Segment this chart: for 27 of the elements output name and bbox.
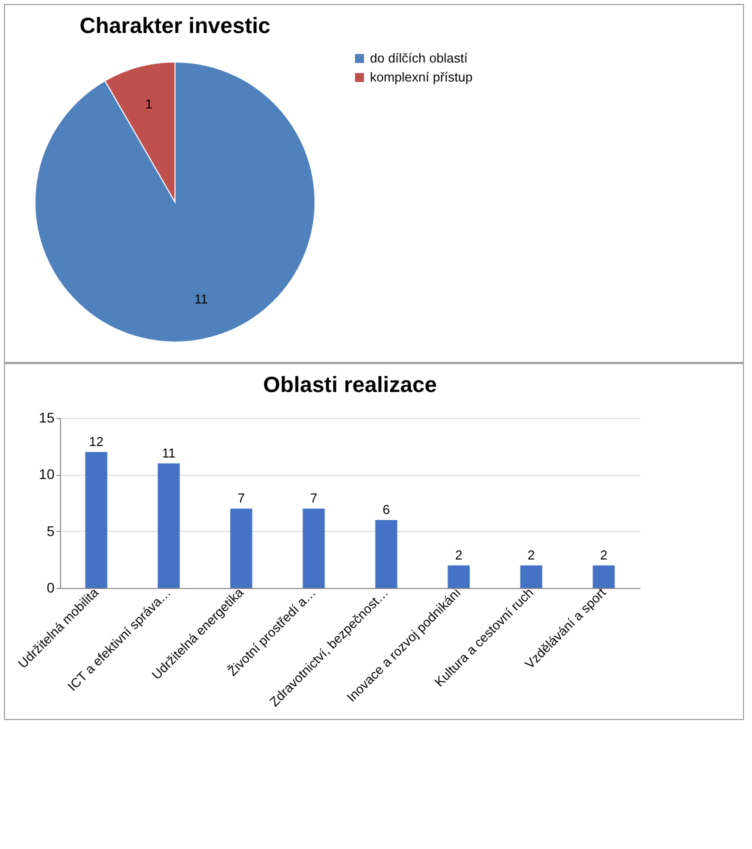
bar [592,565,615,588]
y-tick-label: 15 [38,410,55,426]
pie-slice [34,62,316,342]
y-tick-label: 10 [38,466,55,482]
bar [85,452,108,588]
data-label: 1 [145,96,153,112]
y-tick-label: 5 [46,522,55,539]
bar [448,565,470,588]
data-label: 11 [194,291,208,306]
bar [302,508,325,588]
data-label: 6 [382,502,390,517]
bar [375,520,398,588]
data-label: 2 [600,547,608,562]
bar [230,508,252,588]
legend-label: komplexní přístup [370,70,473,84]
chart-title: Oblasti realizace [263,372,437,397]
data-label: 7 [238,490,245,506]
data-label: 2 [455,547,462,562]
chart-title: Charakter investic [80,13,270,38]
data-label: 12 [89,434,104,449]
bar [520,565,542,588]
y-tick-label: 0 [46,580,55,596]
bar [158,463,180,588]
data-label: 7 [310,490,318,506]
data-label: 2 [528,547,535,562]
legend-label: do dílčích oblastí [370,50,468,66]
data-label: 11 [162,445,176,460]
